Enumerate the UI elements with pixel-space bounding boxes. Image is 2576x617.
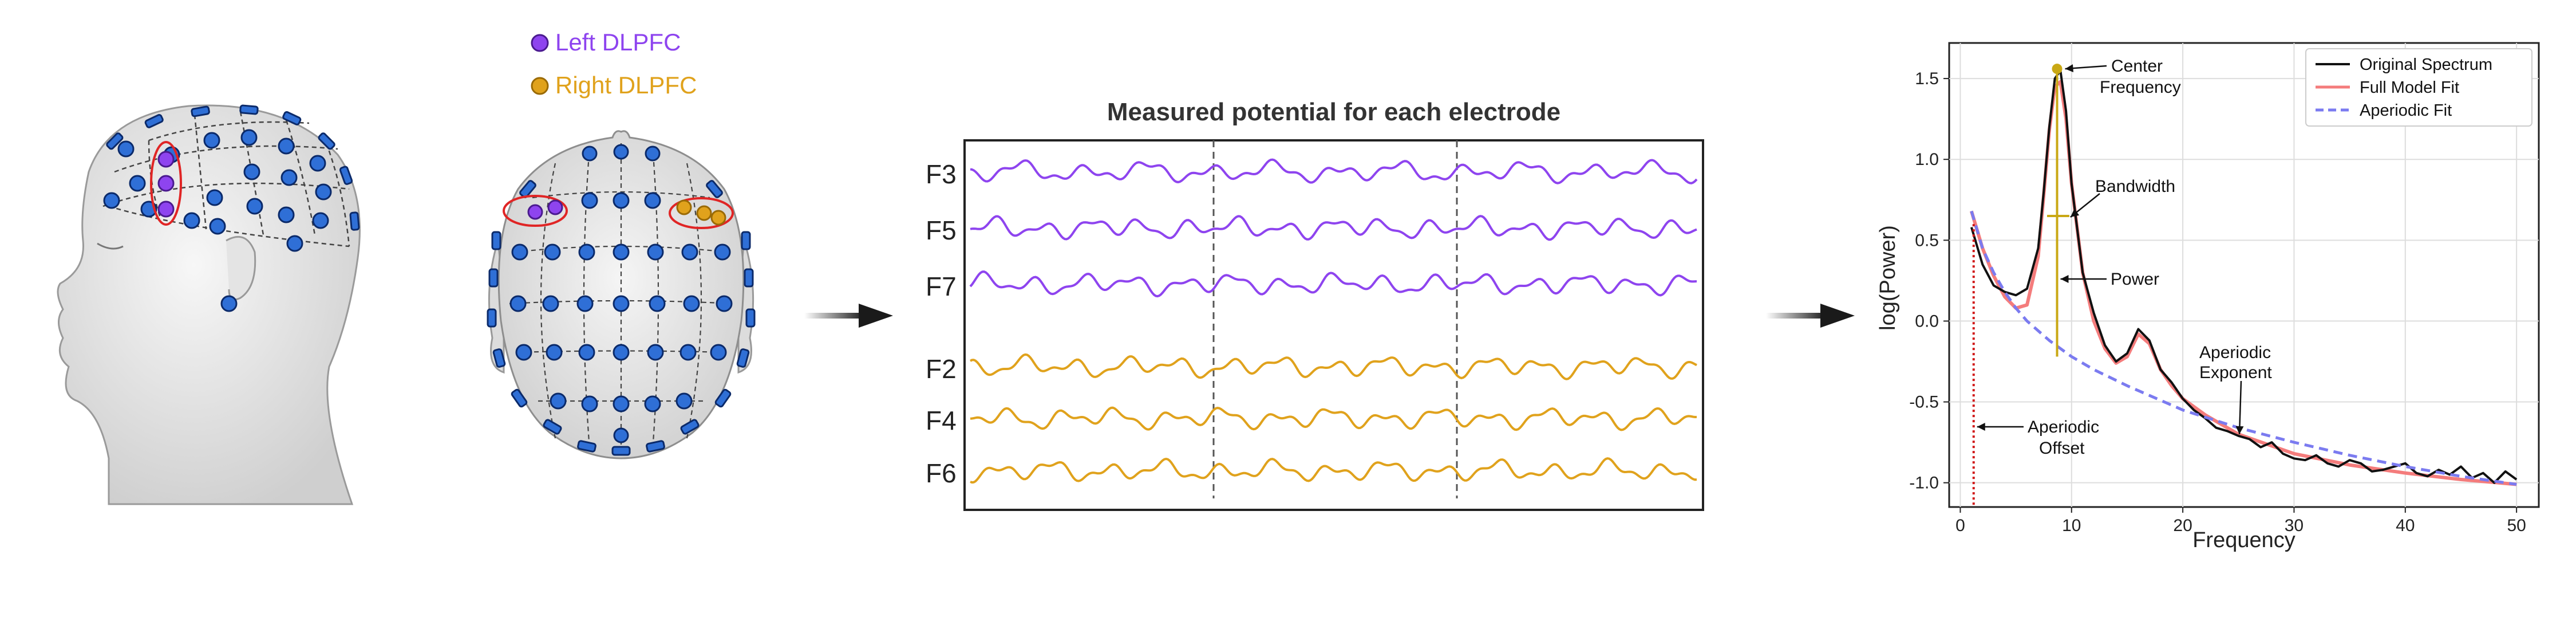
legend-aperiodic-label: Aperiodic Fit [2360, 101, 2452, 120]
bandwidth-label: Bandwidth [2095, 177, 2175, 196]
spectrum-legend: Original Spectrum Full Model Fit Aperiod… [2305, 48, 2532, 127]
x-tick-label: 30 [2285, 516, 2304, 535]
right-dlpfc-legend-marker [531, 77, 549, 95]
aperiodic-exponent-arrow [2238, 380, 2242, 435]
eeg-trace-f5 [970, 215, 1697, 241]
bandwidth-arrow-head [2070, 209, 2080, 217]
eeg-trace-f6 [970, 457, 1697, 484]
center-frequency-arrow-head [2065, 64, 2073, 73]
eeg-channel-labels: F3 F5 F7 F2 F4 F6 [926, 159, 957, 488]
eeg-traces [969, 158, 1698, 484]
aperiodic-offset-arrow-head [1977, 423, 1985, 431]
right-dlpfc-legend-label: Right DLPFC [555, 72, 697, 99]
aperiodic-exponent-arrow-head [2235, 426, 2244, 434]
x-tick-label: 10 [2062, 516, 2081, 535]
aperiodic-offset-label-line2: Offset [2039, 439, 2085, 458]
eeg-panel-frame [963, 139, 1704, 511]
top-head-edge-electrodes [487, 180, 756, 456]
top-head-left-dlpfc-highlight [503, 195, 568, 227]
top-head-illustration [487, 130, 756, 459]
spectrum-annotation-labels: Center Frequency Bandwidth Power Aperiod… [2028, 57, 2272, 458]
aperiodic-offset-label-line1: Aperiodic [2028, 418, 2099, 437]
legend-original-label: Original Spectrum [2360, 56, 2492, 74]
side-head-left-dlpfc-highlight [150, 141, 182, 226]
x-tick-label: 20 [2173, 516, 2192, 535]
power-label: Power [2111, 270, 2159, 289]
spectrum-annotations [1972, 64, 2244, 507]
side-head-illustration [57, 104, 361, 505]
spectrum-x-axis-label: Frequency [2192, 528, 2296, 552]
y-tick-label: -0.5 [1909, 393, 1939, 412]
eeg-channel-label-f5: F5 [926, 215, 957, 245]
power-arrow-head [2060, 275, 2069, 283]
eeg-panel: Measured potential for each electrode F3… [926, 98, 1704, 511]
eeg-panel-title: Measured potential for each electrode [1107, 98, 1560, 126]
arrow-to-spectrum [1766, 304, 1855, 328]
top-head-right-dlpfc-electrodes [676, 199, 726, 226]
eeg-channel-label-f7: F7 [926, 272, 957, 301]
x-tick-label: 0 [1955, 516, 1965, 535]
spectrum-y-axis-label: log(Power) [1876, 225, 1900, 331]
side-head-left-dlpfc-electrodes [157, 151, 175, 218]
x-tick-label: 50 [2507, 516, 2526, 535]
center-frequency-marker [2052, 64, 2063, 74]
y-tick-label: 1.5 [1915, 69, 1939, 88]
y-tick-label: 0.5 [1915, 231, 1939, 250]
arrow-to-eeg [804, 304, 893, 328]
spectrum-ticks: 0 10 20 30 40 50 -1.0 -0.5 0.0 0.5 1.0 1.5 [1909, 69, 2526, 535]
eeg-channel-label-f2: F2 [926, 354, 957, 384]
side-head-edge-electrodes [106, 104, 360, 231]
top-head-left-dlpfc-electrodes [527, 199, 563, 220]
eeg-channel-label-f6: F6 [926, 458, 957, 488]
original-spectrum-line [1970, 69, 2518, 484]
top-head-right-dlpfc-highlight [669, 197, 734, 229]
spectrum-chart: 0 10 20 30 40 50 -1.0 -0.5 0.0 0.5 1.0 1.5 Frequenc… [1876, 42, 2540, 552]
eeg-trace-f2 [970, 353, 1697, 380]
y-tick-label: 0.0 [1915, 312, 1939, 331]
aperiodic-exponent-label-line1: Aperiodic [2199, 343, 2271, 362]
eeg-trace-f3 [970, 158, 1698, 184]
spectrum-legend-box [2305, 48, 2532, 127]
aperiodic-fit-line [1970, 210, 2517, 486]
eeg-channel-label-f4: F4 [926, 406, 957, 435]
left-dlpfc-legend-label: Left DLPFC [555, 29, 681, 56]
y-tick-label: 1.0 [1915, 150, 1939, 169]
dlpfc-legend: Left DLPFC Right DLPFC [531, 29, 697, 99]
y-tick-label: -1.0 [1909, 474, 1939, 493]
center-frequency-label-line2: Frequency [2100, 78, 2181, 97]
x-tick-label: 40 [2396, 516, 2415, 535]
top-head-electrodes [509, 144, 733, 443]
legend-full-model-label: Full Model Fit [2360, 78, 2459, 97]
eeg-trace-f7 [969, 270, 1697, 298]
aperiodic-exponent-label-line2: Exponent [2199, 363, 2272, 382]
left-dlpfc-legend-marker [531, 34, 549, 52]
eeg-trace-f4 [970, 406, 1697, 431]
eeg-channel-label-f3: F3 [926, 159, 957, 189]
spectrum-series [1970, 69, 2518, 486]
center-frequency-label-line1: Center [2111, 57, 2163, 76]
